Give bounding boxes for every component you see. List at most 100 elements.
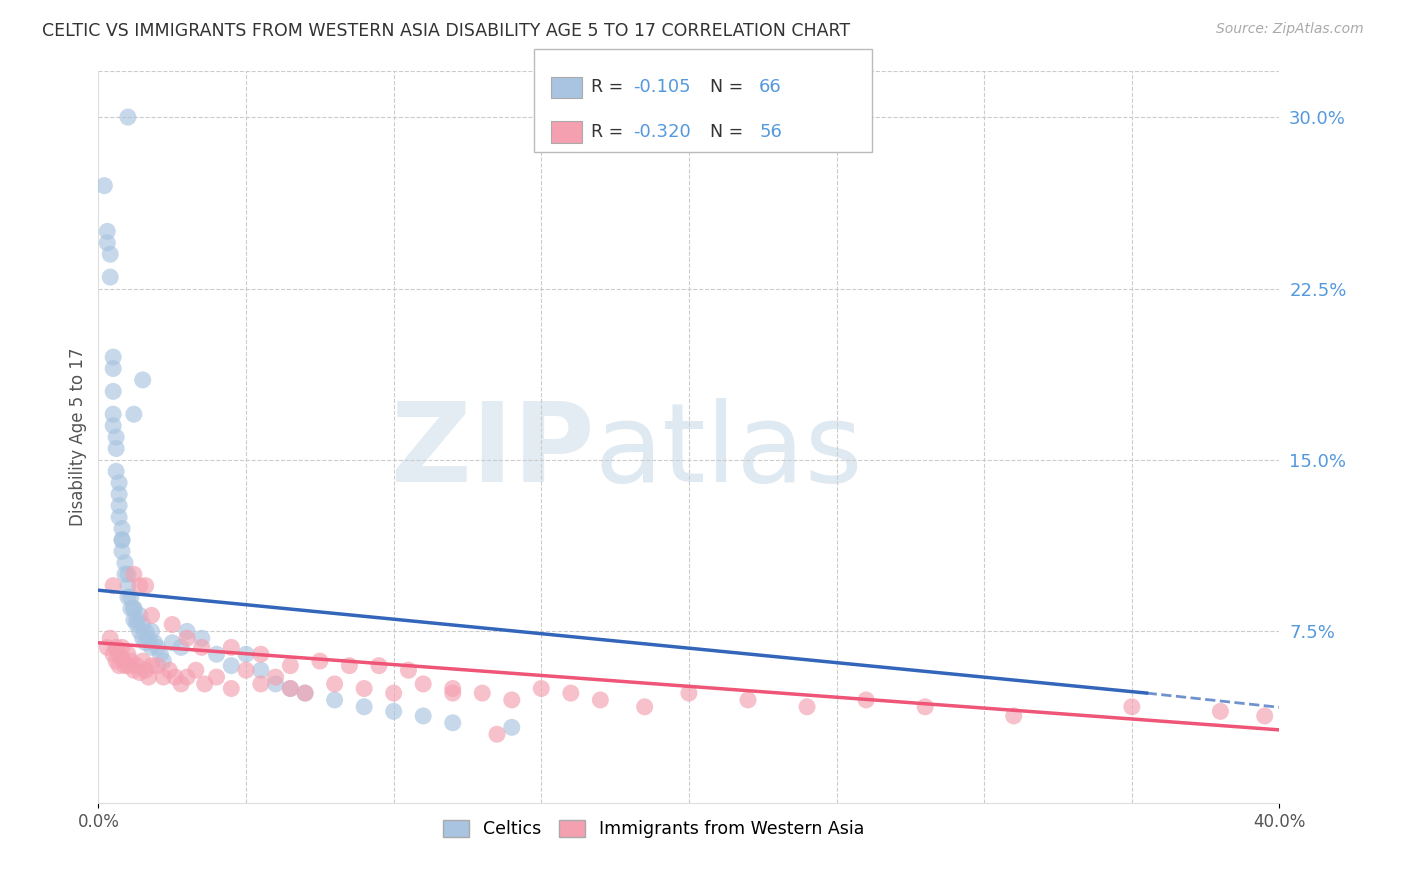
- Point: [103, 384, 125, 399]
- Point: [114, 567, 136, 582]
- Point: [1121, 699, 1143, 714]
- Point: [294, 686, 316, 700]
- Point: [412, 709, 434, 723]
- Text: -0.320: -0.320: [633, 123, 690, 141]
- Point: [165, 670, 187, 684]
- Point: [98, 270, 121, 285]
- Point: [501, 720, 523, 734]
- Point: [382, 705, 405, 719]
- Point: [143, 636, 166, 650]
- Point: [141, 658, 163, 673]
- Point: [162, 636, 183, 650]
- Point: [441, 715, 464, 730]
- Point: [157, 663, 180, 677]
- Point: [162, 617, 183, 632]
- Point: [103, 418, 125, 433]
- Point: [93, 178, 115, 193]
- Point: [103, 361, 125, 376]
- Point: [235, 663, 257, 677]
- Point: [146, 640, 169, 655]
- Point: [280, 658, 302, 673]
- Point: [103, 350, 125, 364]
- Point: [108, 647, 131, 661]
- Point: [194, 677, 217, 691]
- Point: [250, 663, 273, 677]
- Point: [122, 567, 145, 582]
- Point: [353, 699, 375, 714]
- Point: [96, 640, 118, 655]
- Point: [309, 654, 332, 668]
- Point: [103, 407, 125, 421]
- Text: R =: R =: [591, 78, 628, 96]
- Point: [221, 640, 243, 655]
- Point: [135, 579, 157, 593]
- Point: [412, 677, 434, 691]
- Point: [111, 521, 134, 535]
- Point: [441, 686, 464, 700]
- Point: [108, 658, 131, 673]
- Point: [339, 658, 361, 673]
- Point: [132, 632, 155, 646]
- Point: [184, 663, 207, 677]
- Point: [323, 677, 346, 691]
- Point: [96, 224, 118, 238]
- Text: Source: ZipAtlas.com: Source: ZipAtlas.com: [1216, 22, 1364, 37]
- Point: [441, 681, 464, 696]
- Text: R =: R =: [591, 123, 628, 141]
- Point: [105, 464, 128, 478]
- Point: [96, 235, 118, 250]
- Point: [117, 647, 139, 661]
- Point: [108, 499, 131, 513]
- Point: [141, 640, 163, 655]
- Point: [205, 647, 228, 661]
- Point: [191, 632, 214, 646]
- Point: [191, 640, 214, 655]
- Point: [353, 681, 375, 696]
- Point: [117, 658, 139, 673]
- Point: [221, 658, 243, 673]
- Point: [128, 579, 150, 593]
- Point: [125, 617, 148, 632]
- Point: [111, 544, 134, 558]
- Point: [560, 686, 582, 700]
- Point: [114, 658, 136, 673]
- Point: [105, 430, 128, 444]
- Point: [117, 567, 139, 582]
- Point: [205, 670, 228, 684]
- Point: [170, 677, 193, 691]
- Text: ZIP: ZIP: [391, 398, 595, 505]
- Point: [323, 693, 346, 707]
- Point: [128, 624, 150, 639]
- Point: [221, 681, 243, 696]
- Point: [117, 110, 139, 124]
- Point: [135, 663, 157, 677]
- Text: -0.105: -0.105: [633, 78, 690, 96]
- Text: N =: N =: [699, 123, 748, 141]
- Point: [250, 677, 273, 691]
- Point: [98, 247, 121, 261]
- Text: 66: 66: [759, 78, 782, 96]
- Point: [280, 681, 302, 696]
- Point: [135, 624, 157, 639]
- Point: [128, 608, 150, 623]
- Point: [737, 693, 759, 707]
- Point: [471, 686, 494, 700]
- Point: [176, 670, 198, 684]
- Point: [264, 670, 287, 684]
- Point: [105, 442, 128, 456]
- Point: [280, 681, 302, 696]
- Point: [128, 665, 150, 680]
- Point: [634, 699, 657, 714]
- Point: [132, 654, 155, 668]
- Point: [122, 601, 145, 615]
- Point: [914, 699, 936, 714]
- Point: [1002, 709, 1025, 723]
- Point: [111, 640, 134, 655]
- Legend: Celtics, Immigrants from Western Asia: Celtics, Immigrants from Western Asia: [436, 813, 870, 846]
- Point: [108, 487, 131, 501]
- Point: [117, 579, 139, 593]
- Point: [132, 617, 155, 632]
- Point: [501, 693, 523, 707]
- Point: [122, 407, 145, 421]
- Point: [125, 658, 148, 673]
